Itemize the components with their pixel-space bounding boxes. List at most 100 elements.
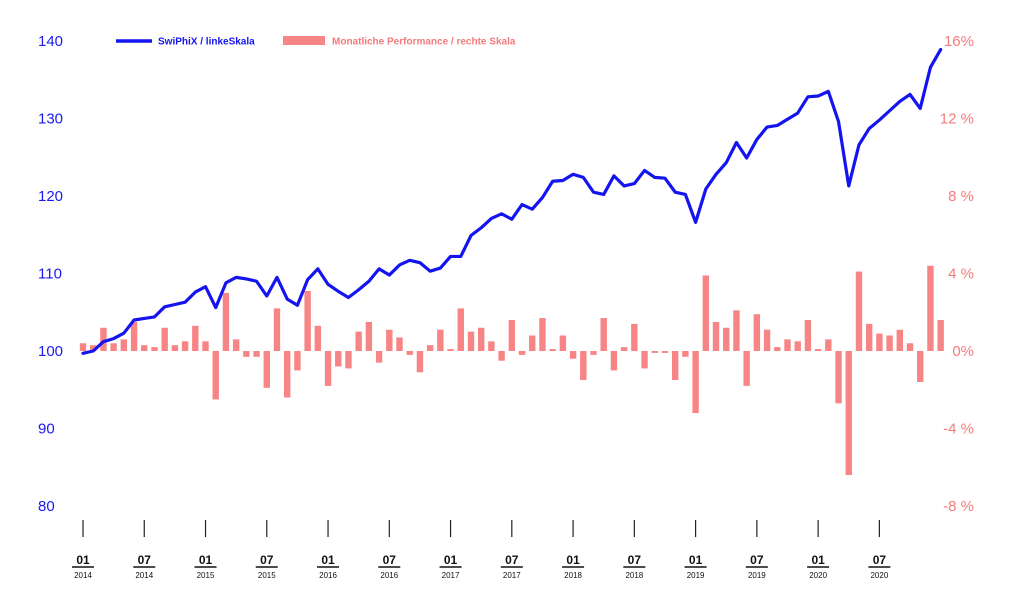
x-axis-month-label: 07 — [750, 553, 764, 567]
performance-bar — [396, 337, 403, 351]
x-axis-year-label: 2019 — [687, 571, 705, 580]
performance-bar — [590, 351, 597, 355]
performance-bar — [518, 351, 526, 355]
performance-bar — [498, 351, 505, 361]
performance-bar — [141, 345, 148, 351]
x-axis-year-label: 2014 — [74, 571, 92, 580]
x-axis-month-label: 07 — [873, 553, 887, 567]
performance-bar — [774, 347, 781, 352]
x-axis-year-label: 2014 — [135, 571, 153, 580]
performance-bar — [825, 339, 832, 352]
performance-bar — [702, 275, 710, 351]
performance-bar — [529, 335, 536, 351]
performance-bar — [855, 271, 863, 351]
legend-line-label: SwiPhiX / linkeSkala — [158, 37, 255, 48]
x-axis-month-label: 07 — [260, 553, 274, 567]
performance-bar — [508, 320, 516, 351]
performance-bar — [335, 351, 342, 367]
performance-bar — [733, 310, 740, 351]
performance-bar — [181, 341, 189, 351]
performance-bar — [559, 335, 567, 351]
performance-bar — [610, 351, 618, 371]
monthly-performance-bars — [79, 265, 944, 475]
x-axis-year-label: 2018 — [625, 571, 643, 580]
performance-bar — [355, 331, 362, 352]
left-axis-tick-label: 140 — [38, 33, 63, 50]
performance-bar — [651, 351, 658, 353]
right-axis-tick-label: 8 % — [948, 188, 974, 205]
performance-bar — [130, 321, 138, 351]
x-axis-month-label: 07 — [138, 553, 152, 567]
performance-bar — [161, 327, 168, 351]
performance-bar — [886, 335, 893, 351]
performance-bar — [457, 308, 464, 352]
x-axis-month-label: 01 — [76, 553, 90, 567]
performance-bar — [100, 327, 107, 351]
left-axis-tick-label: 110 — [38, 266, 62, 283]
legend: SwiPhiX / linkeSkala Monatliche Performa… — [116, 36, 516, 48]
x-axis-year-label: 2020 — [870, 571, 888, 580]
performance-bar — [753, 314, 761, 351]
performance-bar — [906, 343, 914, 351]
performance-bar — [437, 329, 444, 351]
x-axis-month-label: 01 — [566, 553, 580, 567]
performance-bar — [896, 329, 903, 351]
performance-bar — [232, 339, 240, 352]
performance-bar — [580, 351, 587, 381]
performance-bar — [814, 349, 822, 351]
performance-bar — [202, 341, 209, 351]
performance-bar — [488, 341, 495, 351]
performance-bar — [294, 351, 301, 371]
x-axis-year-label: 2015 — [197, 571, 215, 580]
performance-bar — [937, 320, 944, 351]
performance-bar — [79, 343, 87, 351]
performance-bar — [375, 351, 383, 363]
performance-bar — [365, 321, 373, 351]
legend-bar-swatch — [283, 36, 325, 45]
left-axis-tick-label: 130 — [38, 111, 63, 128]
x-axis-year-label: 2017 — [503, 571, 521, 580]
right-axis-tick-label: -4 % — [943, 421, 974, 438]
left-axis-tick-label: 100 — [38, 343, 63, 360]
performance-bar — [539, 318, 546, 351]
performance-bar — [927, 265, 934, 351]
performance-bar — [416, 351, 424, 373]
x-axis-month-label: 01 — [199, 553, 213, 567]
performance-bar — [549, 349, 556, 351]
performance-bar — [324, 351, 332, 386]
x-axis-year-label: 2019 — [748, 571, 766, 580]
performance-bar — [467, 331, 475, 352]
x-axis-month-label: 07 — [505, 553, 519, 567]
performance-bar — [641, 351, 648, 369]
performance-bar — [386, 329, 393, 351]
performance-bar — [304, 290, 311, 351]
performance-bar — [631, 323, 638, 352]
performance-bar — [243, 351, 250, 357]
performance-bar — [171, 345, 179, 351]
legend-bar-label: Monatliche Performance / rechte Skala — [332, 37, 516, 48]
right-axis-tick-label: 0% — [952, 343, 974, 360]
performance-bar — [151, 347, 158, 352]
left-axis-tick-label: 120 — [38, 188, 63, 205]
left-axis-tick-label: 80 — [38, 498, 55, 515]
performance-bar — [90, 345, 97, 351]
performance-bar — [192, 325, 199, 351]
performance-bar — [671, 351, 679, 381]
x-axis-year-label: 2017 — [442, 571, 460, 580]
performance-bar — [723, 327, 730, 351]
x-axis-year-label: 2018 — [564, 571, 582, 580]
left-y-axis: 140 130 120 110 100 90 80 — [38, 33, 63, 515]
performance-bar — [743, 351, 750, 386]
x-axis-year-label: 2015 — [258, 571, 276, 580]
left-axis-tick-label: 90 — [38, 421, 55, 438]
performance-bar — [273, 308, 281, 352]
performance-bar — [120, 339, 128, 352]
x-axis-month-label: 01 — [321, 553, 335, 567]
performance-bar — [569, 351, 577, 359]
performance-bar — [835, 351, 842, 404]
performance-bar — [212, 351, 219, 400]
performance-bar — [253, 351, 260, 357]
right-axis-tick-label: 12 % — [940, 111, 974, 128]
x-axis-year-label: 2016 — [380, 571, 398, 580]
